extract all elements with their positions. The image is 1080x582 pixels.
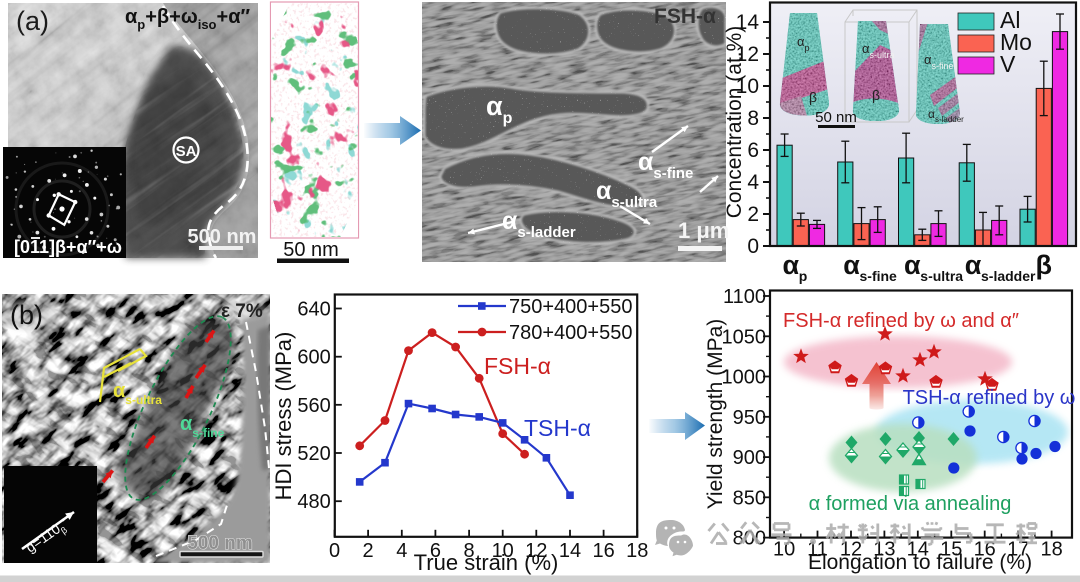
svg-text:0: 0 bbox=[329, 540, 340, 562]
svg-text:600: 600 bbox=[297, 347, 330, 369]
svg-text:2: 2 bbox=[747, 203, 759, 226]
svg-text:640: 640 bbox=[297, 299, 330, 321]
svg-text:α: α bbox=[782, 250, 799, 280]
svg-text:6: 6 bbox=[747, 139, 759, 162]
svg-text:HDI stress (MPa): HDI stress (MPa) bbox=[271, 332, 296, 501]
svg-text:FSH-α refined by ω and α″: FSH-α refined by ω and α″ bbox=[783, 310, 1019, 332]
svg-text:14: 14 bbox=[559, 540, 581, 562]
svg-text:β: β bbox=[809, 89, 817, 105]
svg-text:50 nm: 50 nm bbox=[815, 109, 857, 126]
svg-text:10: 10 bbox=[492, 540, 514, 562]
svg-text:14: 14 bbox=[907, 539, 929, 561]
svg-text:13: 13 bbox=[873, 539, 895, 561]
svg-text:18: 18 bbox=[626, 540, 648, 562]
svg-text:1 μm: 1 μm bbox=[678, 218, 729, 243]
svg-text:850: 850 bbox=[733, 487, 766, 509]
svg-text:6: 6 bbox=[430, 540, 441, 562]
svg-text:16: 16 bbox=[974, 539, 996, 561]
svg-text:s-ultra: s-ultra bbox=[920, 268, 963, 284]
svg-text:4: 4 bbox=[747, 171, 759, 194]
svg-text:Mo: Mo bbox=[1000, 29, 1032, 55]
svg-text:V: V bbox=[1000, 51, 1016, 77]
svg-text:950: 950 bbox=[733, 407, 766, 429]
svg-text:Al: Al bbox=[1000, 7, 1020, 33]
svg-text:β: β bbox=[1036, 250, 1052, 280]
svg-text:1000: 1000 bbox=[722, 367, 767, 389]
svg-text:780+400+550: 780+400+550 bbox=[509, 322, 632, 344]
svg-text:50 nm: 50 nm bbox=[283, 239, 339, 261]
svg-text:750+400+550: 750+400+550 bbox=[509, 296, 632, 318]
svg-text:True strain (%): True strain (%) bbox=[414, 550, 559, 575]
svg-text:s-fine: s-fine bbox=[860, 268, 898, 284]
svg-text:17: 17 bbox=[1007, 539, 1029, 561]
svg-text:α: α bbox=[965, 250, 982, 280]
svg-text:8: 8 bbox=[747, 107, 759, 130]
svg-text:(a): (a) bbox=[16, 6, 49, 36]
svg-text:[011]β+α″+ω: [011]β+α″+ω bbox=[14, 237, 122, 257]
svg-text:480: 480 bbox=[297, 491, 330, 513]
svg-text:αp+β+ωiso+α″: αp+β+ωiso+α″ bbox=[125, 6, 250, 32]
svg-text:1050: 1050 bbox=[722, 326, 767, 348]
svg-text:0: 0 bbox=[747, 235, 759, 258]
svg-text:520: 520 bbox=[297, 443, 330, 465]
svg-text:α: α bbox=[904, 250, 921, 280]
svg-text:FSH-α: FSH-α bbox=[654, 5, 716, 28]
svg-text:12: 12 bbox=[840, 539, 862, 561]
svg-text:4: 4 bbox=[396, 540, 407, 562]
svg-text:Concentration (at.%): Concentration (at.%) bbox=[723, 26, 746, 219]
svg-text:12: 12 bbox=[736, 43, 759, 66]
svg-text:560: 560 bbox=[297, 395, 330, 417]
svg-text:p: p bbox=[799, 268, 808, 284]
svg-text:FSH-α: FSH-α bbox=[484, 353, 551, 379]
svg-text:(b): (b) bbox=[10, 300, 43, 330]
svg-text:α: α bbox=[843, 250, 860, 280]
svg-text:12: 12 bbox=[525, 540, 547, 562]
svg-text:ε 7%: ε 7% bbox=[221, 301, 263, 322]
svg-text:β: β bbox=[872, 87, 880, 103]
svg-text:8: 8 bbox=[464, 540, 475, 562]
svg-text:18: 18 bbox=[1040, 539, 1062, 561]
svg-text:10: 10 bbox=[736, 75, 759, 98]
svg-text:16: 16 bbox=[592, 540, 614, 562]
svg-text:Elongation to failure (%): Elongation to failure (%) bbox=[808, 551, 1032, 574]
svg-text:SA: SA bbox=[176, 143, 197, 160]
svg-text:TSH-α: TSH-α bbox=[524, 415, 591, 441]
svg-text:αs-ladder: αs-ladder bbox=[502, 207, 576, 241]
svg-text:900: 900 bbox=[733, 447, 766, 469]
svg-text:2: 2 bbox=[363, 540, 374, 562]
svg-text:500 nm: 500 nm bbox=[187, 533, 252, 554]
svg-text:1100: 1100 bbox=[723, 286, 766, 308]
svg-text:s-ladder: s-ladder bbox=[981, 268, 1036, 284]
svg-text:Yield strength (MPa): Yield strength (MPa) bbox=[704, 319, 727, 510]
svg-text:10: 10 bbox=[773, 539, 795, 561]
svg-text:α formed via annealing: α formed via annealing bbox=[809, 493, 1012, 515]
svg-text:500 nm: 500 nm bbox=[188, 226, 257, 248]
svg-text:TSH-α refined by ω: TSH-α refined by ω bbox=[903, 387, 1076, 409]
svg-text:15: 15 bbox=[940, 539, 962, 561]
svg-text:14: 14 bbox=[736, 11, 760, 34]
